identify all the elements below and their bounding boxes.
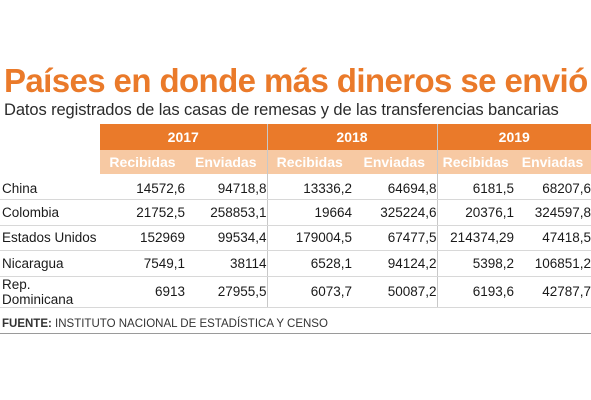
- year-header-2018: 2018: [266, 124, 437, 150]
- subheader-received: Recibidas: [100, 150, 185, 174]
- table-row: China 14572,6 94718,8 13336,2 64694,8 61…: [0, 174, 591, 200]
- value-cell: 5398,2: [436, 250, 514, 277]
- source-text: INSTITUTO NACIONAL DE ESTADÍSTICA Y CENS…: [55, 318, 328, 330]
- country-cell: Colombia: [0, 199, 100, 226]
- subheader-spacer: [0, 150, 100, 174]
- value-cell: 152969: [100, 225, 185, 251]
- value-cell: 47418,5: [514, 225, 591, 251]
- subheader-row: Recibidas Enviadas Recibidas Enviadas Re…: [0, 150, 591, 174]
- value-cell: 42787,7: [514, 276, 591, 308]
- subheader-received: Recibidas: [436, 150, 514, 174]
- subheader-received: Recibidas: [266, 150, 352, 174]
- value-cell: 21752,5: [100, 199, 185, 226]
- infographic-title: Países en donde más dineros se envió: [4, 62, 588, 99]
- subheader-sent: Enviadas: [514, 150, 591, 174]
- source-label: FUENTE:: [2, 318, 52, 330]
- value-cell: 6528,1: [266, 250, 352, 277]
- value-cell: 258853,1: [185, 199, 267, 226]
- value-cell: 27955,5: [185, 276, 267, 308]
- value-cell: 214374,29: [436, 225, 514, 251]
- value-cell: 68207,6: [514, 174, 591, 200]
- value-cell: 94718,8: [185, 174, 267, 200]
- value-cell: 64694,8: [352, 174, 437, 200]
- table-row: Colombia 21752,5 258853,1 19664 325224,6…: [0, 199, 591, 226]
- value-cell: 6193,6: [436, 276, 514, 308]
- value-cell: 38114: [185, 250, 267, 277]
- table-row: Rep. Dominicana 6913 27955,5 6073,7 5008…: [0, 276, 591, 308]
- remittance-table: 2017 2018 2019 Recibidas Enviadas Recibi…: [0, 124, 591, 308]
- value-cell: 14572,6: [100, 174, 185, 200]
- value-cell: 20376,1: [436, 199, 514, 226]
- infographic-subtitle: Datos registrados de las casas de remesa…: [4, 101, 559, 119]
- value-cell: 6181,5: [436, 174, 514, 200]
- value-cell: 324597,8: [514, 199, 591, 226]
- value-cell: 99534,4: [185, 225, 267, 251]
- country-cell: Rep. Dominicana: [0, 276, 100, 308]
- year-header-row: 2017 2018 2019: [0, 124, 591, 150]
- value-cell: 325224,6: [352, 199, 437, 226]
- value-cell: 50087,2: [352, 276, 437, 308]
- source-note: FUENTE: INSTITUTO NACIONAL DE ESTADÍSTIC…: [2, 318, 328, 330]
- country-cell: Estados Unidos: [0, 225, 100, 251]
- table-row: Nicaragua 7549,1 38114 6528,1 94124,2 53…: [0, 250, 591, 277]
- value-cell: 7549,1: [100, 250, 185, 277]
- year-header-2019: 2019: [436, 124, 591, 150]
- value-cell: 106851,2: [514, 250, 591, 277]
- value-cell: 13336,2: [266, 174, 352, 200]
- country-cell: China: [0, 174, 100, 200]
- bottom-divider: [0, 333, 591, 334]
- subheader-sent: Enviadas: [352, 150, 437, 174]
- value-cell: 6913: [100, 276, 185, 308]
- value-cell: 6073,7: [266, 276, 352, 308]
- year-header-2017: 2017: [100, 124, 267, 150]
- country-cell: Nicaragua: [0, 250, 100, 277]
- header-spacer: [0, 124, 100, 150]
- table-row: Estados Unidos 152969 99534,4 179004,5 6…: [0, 225, 591, 251]
- value-cell: 179004,5: [266, 225, 352, 251]
- value-cell: 94124,2: [352, 250, 437, 277]
- value-cell: 67477,5: [352, 225, 437, 251]
- subheader-sent: Enviadas: [185, 150, 267, 174]
- value-cell: 19664: [266, 199, 352, 226]
